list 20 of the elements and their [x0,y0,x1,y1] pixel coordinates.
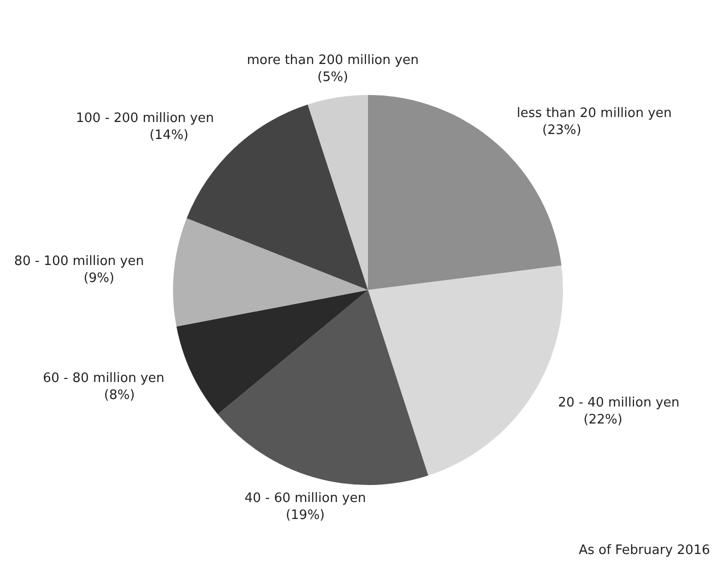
data-label: (19%) [286,508,325,524]
slice-label: less than 20 million yen [516,106,672,122]
slice-label: 80 - 100 million yen [14,254,144,269]
data-label: (8%) [104,388,135,403]
data-label: (9%) [84,270,114,286]
pie-slice [218,290,428,485]
pie-slice [308,95,368,290]
pie-slice [173,218,368,327]
slice-label: 40 - 60 million yen [244,491,366,506]
data-label: (14%) [149,128,188,143]
data-label: (5%) [317,70,348,85]
pie-slice [186,104,368,290]
slice-label: 60 - 80 million yen [42,370,164,386]
data-label: (23%) [542,123,582,138]
slice-label: 100 - 200 million yen [76,110,214,126]
slice-label: more than 200 million yen [246,52,419,68]
data-label: (22%) [583,412,622,428]
pie-slice [176,290,368,414]
slice-label: 20 - 40 million yen [558,396,680,411]
text: As of February 2016 [578,543,710,558]
